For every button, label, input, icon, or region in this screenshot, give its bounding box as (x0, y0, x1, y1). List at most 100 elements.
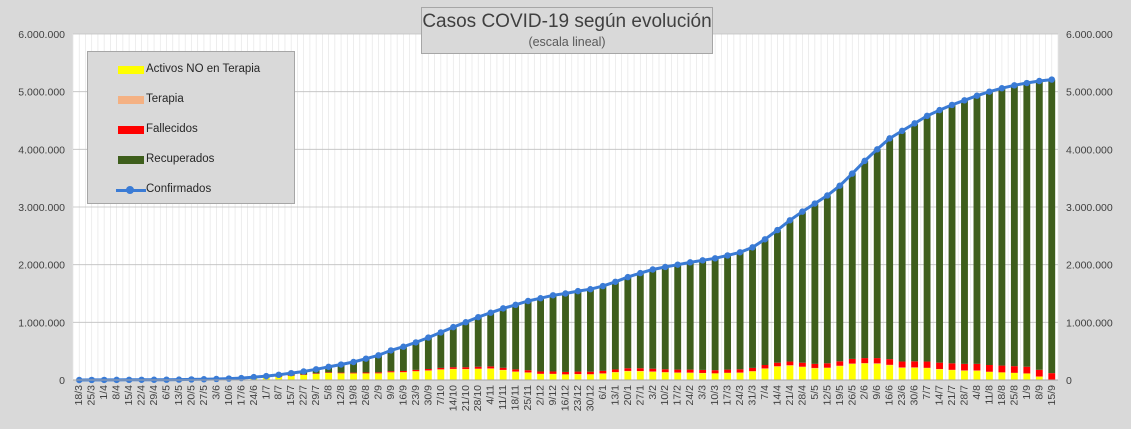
confirmados-point (225, 375, 233, 382)
bar-fallecidos (611, 369, 619, 373)
bar-fallecidos (811, 363, 819, 368)
bar-recuperados (487, 312, 495, 367)
bar-recuperados (412, 342, 420, 370)
y-tick-label-right: 3.000.000 (1066, 202, 1113, 214)
confirmados-point (874, 146, 881, 153)
x-tick-label: 11/11 (497, 385, 509, 410)
confirmados-point (1048, 76, 1055, 83)
confirmados-point (450, 323, 457, 331)
confirmados-point (811, 200, 819, 207)
confirmados-point (412, 339, 420, 346)
bar-recuperados (424, 337, 432, 369)
confirmados-point (562, 290, 569, 297)
x-tick-label: 9/12 (547, 385, 559, 406)
chart-subtitle: (escala lineal) (528, 35, 606, 49)
bar-fallecidos (375, 372, 382, 374)
x-tick-label: 8/4 (111, 385, 123, 400)
bar-fallecidos (898, 361, 906, 368)
confirmados-point (400, 343, 407, 350)
x-tick-label: 15/4 (123, 385, 135, 406)
bar-fallecidos (537, 371, 544, 374)
bar-fallecidos (886, 359, 894, 365)
bar-recuperados (387, 350, 395, 372)
x-tick-label: 8/7 (273, 385, 285, 400)
axes: 0 0 1.000.000 1.000.000 2.000.000 2.000.000 3.… (18, 29, 1113, 411)
x-tick-label: 24/6 (248, 385, 260, 406)
bar-activos-no-en-terapia (275, 376, 283, 380)
bar-recuperados (674, 264, 682, 370)
y-tick-label-right: 2.000.000 (1066, 260, 1113, 272)
bar-fallecidos (449, 367, 457, 369)
bar-fallecidos (524, 370, 532, 373)
bar-terapia (399, 371, 407, 373)
bar-fallecidos (562, 371, 569, 375)
confirmados-point (973, 92, 981, 99)
bar-activos-no-en-terapia (686, 372, 694, 380)
bar-recuperados (936, 110, 943, 363)
y-tick-label-left: 4.000.000 (18, 144, 65, 156)
x-tick-label: 6/1 (597, 385, 609, 400)
bar-recuperados (524, 300, 532, 371)
bar-activos-no-en-terapia (998, 372, 1006, 380)
x-tick-label: 11/8 (983, 385, 995, 405)
bar-fallecidos (911, 361, 919, 368)
confirmados-point (686, 259, 694, 266)
bar-activos-no-en-terapia (823, 368, 831, 380)
bar-activos-no-en-terapia (985, 371, 993, 380)
confirmados-point (475, 313, 482, 321)
confirmados-point (1023, 79, 1031, 87)
bar-activos-no-en-terapia (375, 373, 382, 380)
legend-item-fallecidos: Fallecidos (88, 120, 294, 140)
confirmados-point (263, 372, 270, 380)
x-tick-label: 3/2 (647, 385, 659, 400)
bar-recuperados (823, 195, 831, 364)
bar-fallecidos (512, 369, 520, 372)
bar-recuperados (848, 173, 856, 359)
x-tick-label: 20/1 (622, 385, 634, 406)
bar-activos-no-en-terapia (487, 368, 495, 380)
bar-fallecidos (399, 370, 407, 373)
x-tick-label: 10/6 (223, 385, 235, 406)
confirmados-point (362, 355, 370, 362)
bar-fallecidos (412, 369, 420, 372)
confirmados-point (499, 305, 507, 312)
confirmados-point (350, 358, 357, 366)
bar-recuperados (724, 255, 732, 370)
bar-terapia (848, 363, 856, 364)
confirmados-point (437, 329, 445, 336)
bar-activos-no-en-terapia (611, 372, 619, 380)
bar-recuperados (499, 308, 507, 368)
confirmados-point (325, 363, 332, 371)
bar-activos-no-en-terapia (449, 369, 457, 380)
bar-fallecidos (823, 363, 831, 368)
bar-fallecidos (736, 369, 744, 373)
confirmados-point (188, 376, 195, 383)
bar-recuperados (649, 269, 657, 369)
confirmados-line (76, 76, 1055, 384)
x-tick-label: 9/9 (385, 385, 397, 400)
x-tick-label: 8/9 (1033, 385, 1045, 400)
bar-recuperados (512, 304, 520, 370)
confirmados-point (674, 261, 681, 268)
confirmados-point (624, 273, 632, 281)
bar-terapia (911, 367, 919, 368)
bar-fallecidos (1010, 366, 1018, 373)
bar-terapia (412, 370, 420, 372)
bar-terapia (861, 362, 869, 364)
x-tick-label: 2/6 (859, 385, 871, 400)
confirmados-point (300, 368, 307, 375)
x-tick-label: 17/6 (235, 385, 247, 406)
bar-recuperados (375, 355, 382, 373)
x-tick-label: 10/3 (709, 385, 721, 406)
x-tick-label: 28/4 (796, 385, 808, 406)
bar-terapia (624, 370, 632, 372)
bar-terapia (798, 366, 806, 368)
legend-item-activos: Activos NO en Terapia (88, 60, 294, 80)
x-tick-label: 19/5 (834, 385, 846, 406)
bar-recuperados (961, 100, 968, 364)
x-tick-label: 30/9 (422, 385, 434, 406)
bar-activos-no-en-terapia (936, 369, 943, 380)
bar-activos-no-en-terapia (861, 363, 869, 380)
x-tick-label: 30/6 (909, 385, 921, 406)
confirmados-point (287, 369, 295, 377)
